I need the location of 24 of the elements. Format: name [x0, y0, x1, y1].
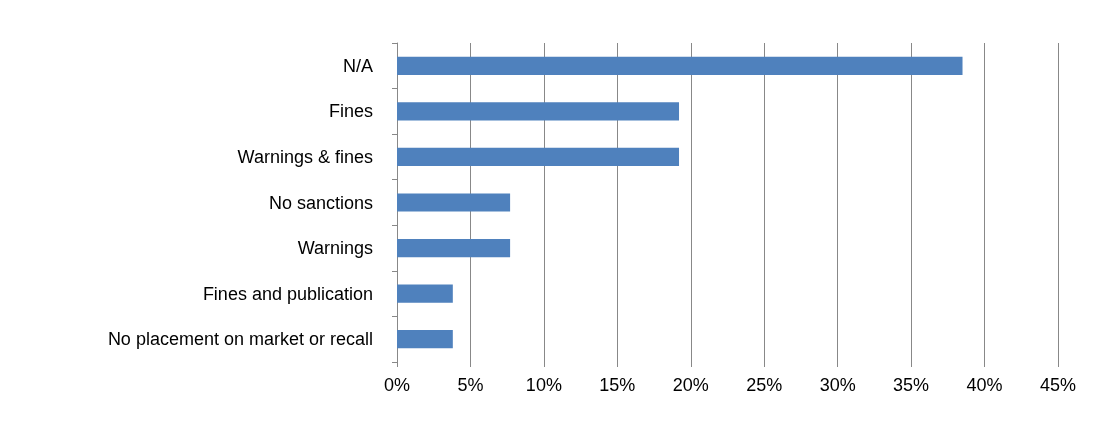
bar	[397, 238, 511, 258]
bar	[397, 56, 963, 75]
bar	[397, 193, 511, 212]
bar	[397, 330, 453, 349]
x-tick-label: 40%	[966, 375, 1003, 395]
x-tick-label: 45%	[1039, 375, 1077, 395]
x-tick-label: 10%	[525, 375, 562, 395]
y-tick-label: Fines	[328, 101, 373, 122]
y-tick-label: Warnings & fines	[237, 146, 373, 167]
y-tick-label: N/A	[342, 55, 373, 76]
x-tick-label: 15%	[599, 375, 636, 395]
y-tick-label: Warnings	[297, 238, 373, 259]
x-tick-label: 35%	[893, 375, 930, 395]
x-tick-label: 0%	[383, 375, 411, 395]
x-tick-label: 20%	[672, 375, 709, 395]
x-tick-label: 25%	[746, 375, 783, 395]
y-tick-label: No placement on market or recall	[107, 329, 373, 350]
y-tick-label: Fines and publication	[202, 283, 373, 304]
bar	[397, 102, 680, 121]
x-tick-label: 5%	[457, 375, 484, 395]
x-tick-label: 30%	[819, 375, 856, 395]
bar	[397, 284, 453, 303]
y-tick-label: No sanctions	[268, 192, 373, 213]
bar	[397, 147, 680, 167]
